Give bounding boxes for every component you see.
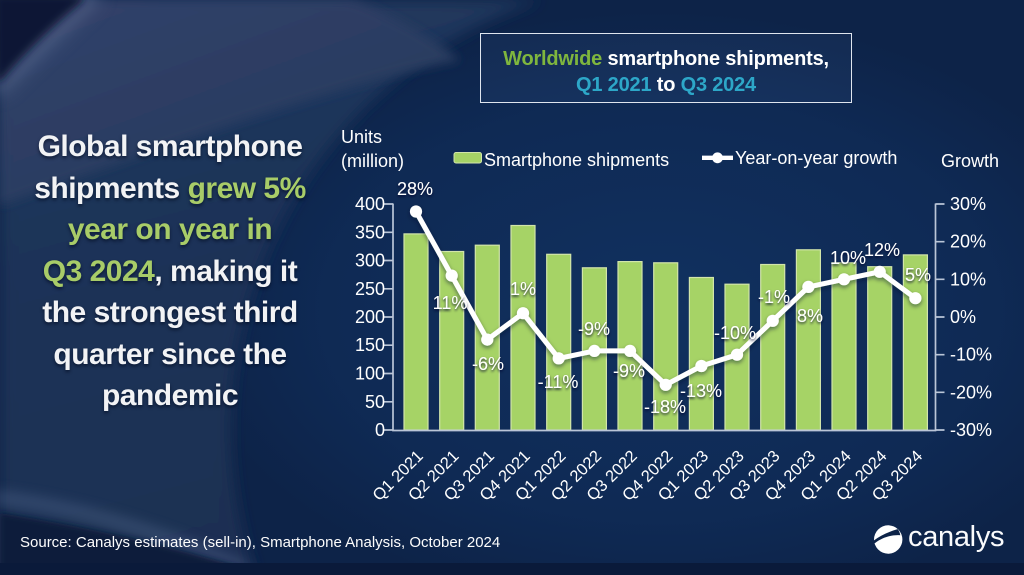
svg-text:Year-on-year growth: Year-on-year growth (735, 148, 897, 168)
svg-text:(million): (million) (341, 151, 404, 171)
svg-text:-9%: -9% (613, 361, 645, 381)
svg-text:5%: 5% (905, 265, 931, 285)
svg-text:-10%: -10% (950, 345, 992, 365)
svg-text:11%: 11% (433, 293, 468, 313)
svg-text:-20%: -20% (950, 382, 992, 402)
svg-text:250: 250 (355, 279, 385, 299)
svg-text:12%: 12% (864, 240, 900, 260)
svg-text:-13%: -13% (680, 381, 722, 401)
svg-text:Growth: Growth (941, 151, 999, 171)
svg-text:-6%: -6% (472, 354, 504, 374)
svg-text:8%: 8% (797, 306, 823, 326)
svg-text:10%: 10% (950, 269, 986, 289)
svg-text:28%: 28% (397, 179, 433, 199)
svg-text:-1%: -1% (758, 287, 790, 307)
svg-text:Units: Units (341, 127, 382, 147)
svg-text:400: 400 (355, 194, 385, 214)
svg-text:0: 0 (375, 420, 385, 440)
svg-text:100: 100 (355, 364, 385, 384)
svg-text:-10%: -10% (714, 323, 756, 343)
svg-text:-30%: -30% (950, 420, 992, 440)
svg-text:1%: 1% (510, 279, 536, 299)
svg-text:20%: 20% (950, 232, 986, 252)
svg-text:0%: 0% (950, 307, 976, 327)
svg-text:300: 300 (355, 251, 385, 271)
svg-text:10%: 10% (830, 248, 866, 268)
svg-text:Smartphone shipments: Smartphone shipments (484, 150, 669, 170)
svg-text:-11%: -11% (538, 372, 579, 392)
svg-text:350: 350 (355, 222, 385, 242)
svg-text:50: 50 (365, 392, 385, 412)
svg-text:150: 150 (355, 335, 385, 355)
svg-text:30%: 30% (950, 194, 986, 214)
svg-text:200: 200 (355, 307, 385, 327)
svg-text:-18%: -18% (644, 397, 686, 417)
svg-text:-9%: -9% (578, 319, 610, 339)
